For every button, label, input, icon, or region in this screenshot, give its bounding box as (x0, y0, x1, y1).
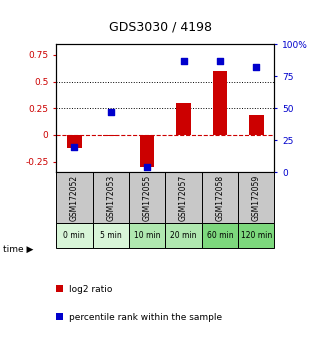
Point (217, 58, 222, 64)
Bar (103, 135, 118, 136)
Text: percentile rank within the sample: percentile rank within the sample (69, 313, 222, 322)
Bar (202, 172, 238, 223)
Bar (140, 135, 154, 167)
Bar (165, 172, 202, 223)
Text: 0 min: 0 min (64, 231, 85, 240)
Bar (92, 223, 129, 248)
Text: 10 min: 10 min (134, 231, 160, 240)
Text: GSM172053: GSM172053 (106, 175, 115, 221)
Point (254, 64, 259, 70)
Point (72, 144, 77, 149)
Bar (238, 223, 274, 248)
Bar (165, 223, 202, 248)
Text: 120 min: 120 min (241, 231, 272, 240)
Bar (249, 115, 264, 135)
Bar (202, 223, 238, 248)
Text: 5 min: 5 min (100, 231, 122, 240)
Text: GDS3030 / 4198: GDS3030 / 4198 (109, 21, 212, 34)
Bar (213, 71, 227, 135)
Point (144, 164, 150, 170)
Point (181, 58, 186, 64)
Bar (129, 223, 165, 248)
Bar (56, 172, 92, 223)
Bar (238, 172, 274, 223)
Text: GSM172057: GSM172057 (179, 175, 188, 221)
Bar (92, 172, 129, 223)
Bar (56, 223, 92, 248)
Bar (129, 172, 165, 223)
Text: GSM172059: GSM172059 (252, 175, 261, 221)
Text: GSM172052: GSM172052 (70, 175, 79, 221)
Text: time ▶: time ▶ (3, 245, 34, 254)
Bar (176, 103, 191, 135)
Text: 60 min: 60 min (207, 231, 233, 240)
Text: log2 ratio: log2 ratio (69, 285, 112, 294)
Text: GSM172058: GSM172058 (215, 175, 224, 221)
Point (108, 109, 113, 115)
Bar (67, 135, 82, 148)
Text: 20 min: 20 min (170, 231, 197, 240)
Text: GSM172055: GSM172055 (143, 175, 152, 221)
